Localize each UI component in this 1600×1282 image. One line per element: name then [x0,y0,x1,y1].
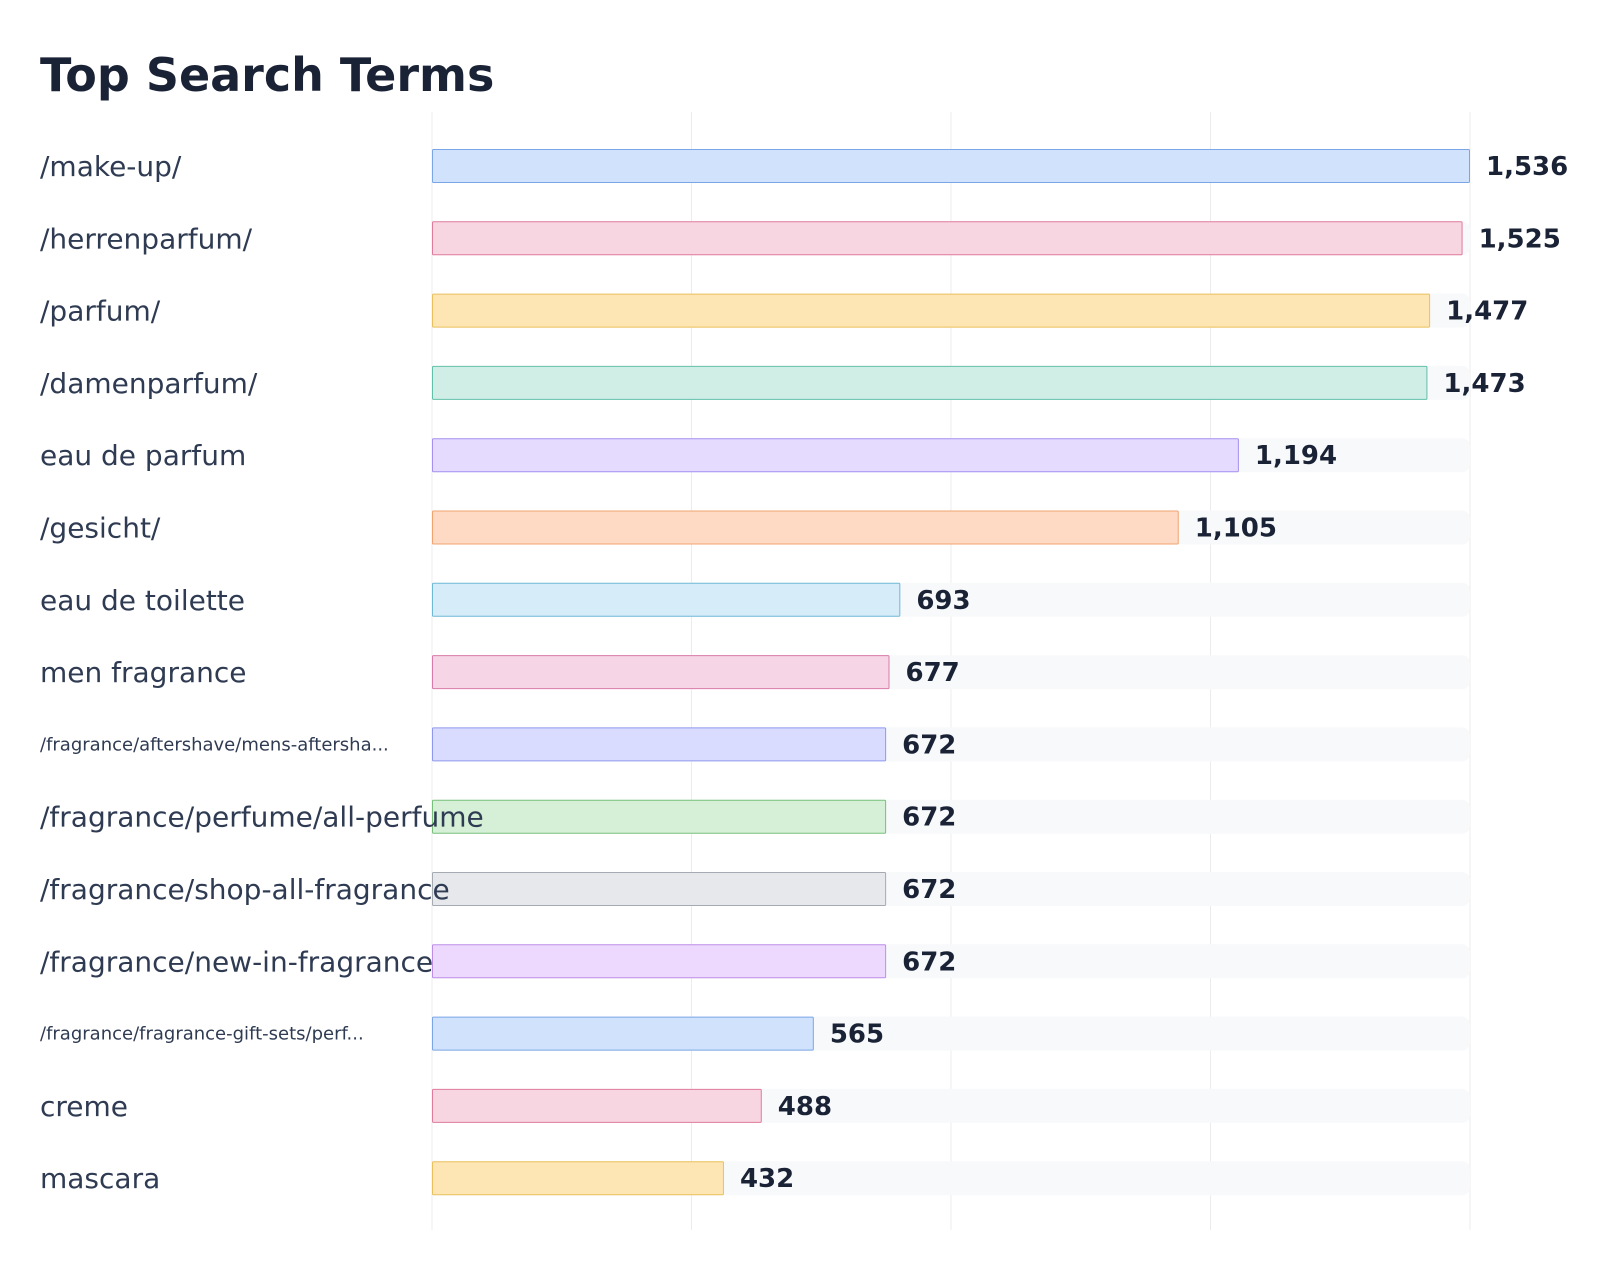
category-label: mascara [40,1162,160,1195]
bar [432,727,887,762]
bar [432,799,887,834]
value-label: 565 [830,1020,884,1050]
bar [432,1016,814,1051]
bar [432,1161,724,1196]
value-label: 693 [916,586,970,616]
category-label: eau de toilette [40,584,245,617]
category-label: /make-up/ [40,150,182,183]
bar [432,944,887,979]
category-label: /fragrance/fragrance-gift-sets/perf... [40,1024,364,1045]
category-label: /fragrance/perfume/all-perfume [40,801,484,834]
value-label: 1,536 [1486,152,1568,182]
value-labels: 1,536 1,525 1,477 1,473 1,194 1,105 693 677 672 6… [740,152,1568,1194]
value-label: 432 [740,1164,794,1194]
bar [432,438,1239,473]
bar [432,365,1428,400]
category-labels: /make-up/ /herrenparfum/ /parfum/ /damenpar… [40,150,484,1195]
value-label: 488 [778,1092,832,1122]
bar [432,221,1463,256]
value-label: 1,194 [1255,441,1337,471]
value-label: 672 [902,947,956,977]
value-label: 1,525 [1479,224,1561,254]
bars [432,149,1470,1196]
value-label: 1,477 [1446,297,1528,327]
value-label: 1,473 [1443,369,1525,399]
chart-title: Top Search Terms [40,48,494,102]
bar [432,293,1431,328]
value-label: 1,105 [1195,514,1277,544]
bar [432,872,887,906]
category-label: /herrenparfum/ [40,222,253,255]
category-label: creme [40,1090,128,1123]
bar [432,582,901,617]
bar [432,1088,762,1123]
category-label: /fragrance/new-in-fragrance [40,945,433,978]
value-label: 672 [902,803,956,833]
category-label: eau de parfum [40,439,246,472]
bar [432,149,1470,183]
category-label: /parfum/ [40,295,161,328]
value-label: 677 [906,658,960,688]
bar [432,510,1179,545]
value-label: 672 [902,730,956,760]
category-label: /damenparfum/ [40,367,258,400]
value-label: 672 [902,875,956,905]
category-label: men fragrance [40,656,247,689]
bar [432,655,890,690]
category-label: /fragrance/aftershave/mens-aftersha... [40,734,389,755]
category-label: /fragrance/shop-all-fragrance [40,873,450,906]
category-label: /gesicht/ [40,512,161,545]
